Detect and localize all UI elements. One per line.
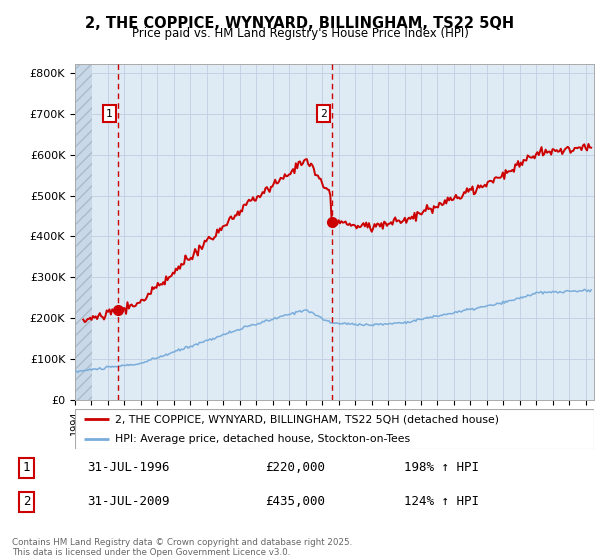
Text: 2, THE COPPICE, WYNYARD, BILLINGHAM, TS22 5QH (detached house): 2, THE COPPICE, WYNYARD, BILLINGHAM, TS2… bbox=[115, 414, 499, 424]
Text: 198% ↑ HPI: 198% ↑ HPI bbox=[404, 461, 479, 474]
Text: Price paid vs. HM Land Registry's House Price Index (HPI): Price paid vs. HM Land Registry's House … bbox=[131, 27, 469, 40]
Text: 1: 1 bbox=[23, 461, 30, 474]
Text: £220,000: £220,000 bbox=[265, 461, 325, 474]
Text: HPI: Average price, detached house, Stockton-on-Tees: HPI: Average price, detached house, Stoc… bbox=[115, 433, 410, 444]
Bar bbox=[75, 64, 92, 400]
FancyBboxPatch shape bbox=[75, 409, 594, 449]
Text: 31-JUL-1996: 31-JUL-1996 bbox=[87, 461, 169, 474]
Text: 1: 1 bbox=[106, 109, 113, 119]
Text: 124% ↑ HPI: 124% ↑ HPI bbox=[404, 496, 479, 508]
Text: 2, THE COPPICE, WYNYARD, BILLINGHAM, TS22 5QH: 2, THE COPPICE, WYNYARD, BILLINGHAM, TS2… bbox=[85, 16, 515, 31]
Text: Contains HM Land Registry data © Crown copyright and database right 2025.
This d: Contains HM Land Registry data © Crown c… bbox=[12, 538, 352, 557]
Text: 2: 2 bbox=[23, 496, 30, 508]
Text: £435,000: £435,000 bbox=[265, 496, 325, 508]
Text: 2: 2 bbox=[320, 109, 327, 119]
Text: 31-JUL-2009: 31-JUL-2009 bbox=[87, 496, 169, 508]
